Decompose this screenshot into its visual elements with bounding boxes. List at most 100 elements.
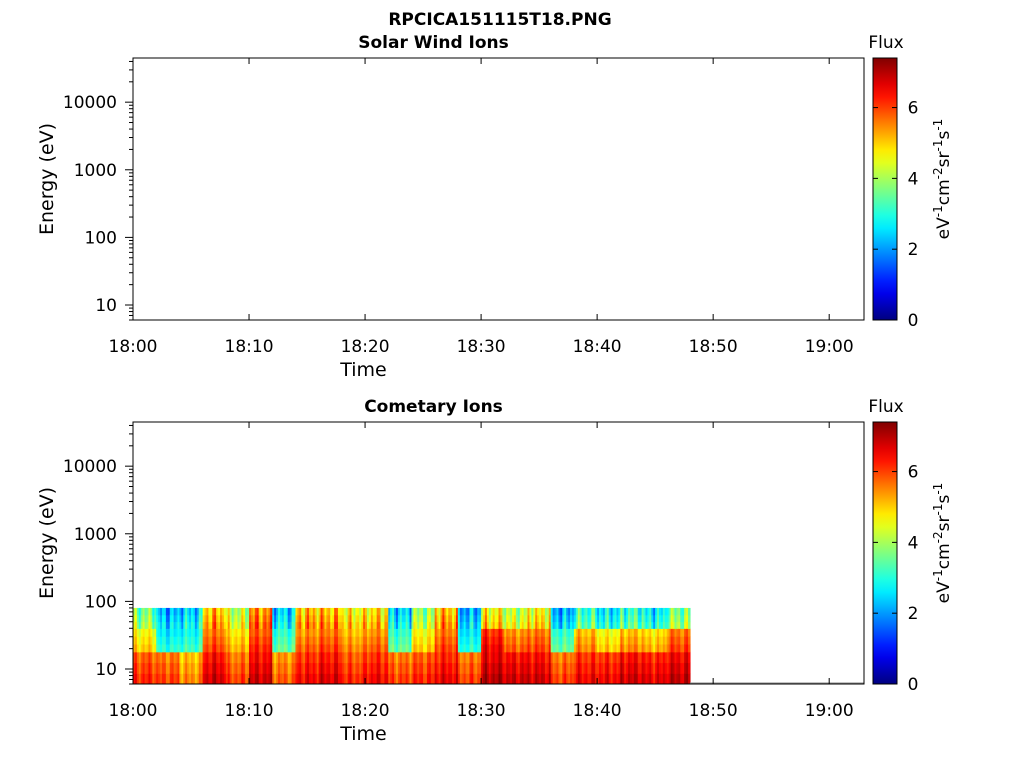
cell-low — [279, 673, 283, 684]
cell-mid — [552, 643, 556, 653]
cell-low — [185, 662, 188, 674]
cell-low — [189, 662, 192, 674]
cell-high — [562, 614, 565, 623]
cell-low — [291, 651, 295, 664]
cell-high — [670, 621, 674, 629]
cell-low — [276, 651, 279, 664]
colorbar-tick-label: 6 — [908, 463, 919, 483]
cell-mid — [169, 643, 173, 653]
cell-mid — [179, 628, 182, 637]
cell-mid — [173, 636, 177, 645]
cell-low — [142, 673, 146, 684]
cell-high — [368, 621, 372, 629]
cell-mid — [589, 628, 592, 637]
cell-mid — [446, 636, 449, 645]
cell-low — [278, 651, 281, 664]
cell-mid — [608, 643, 612, 653]
cell-high — [266, 621, 269, 629]
cell-low — [436, 651, 440, 664]
cell-low — [252, 662, 256, 674]
cell-high — [351, 607, 355, 616]
cell-high — [463, 607, 467, 616]
cell-mid — [394, 636, 397, 645]
cell-high — [659, 614, 662, 623]
cell-high — [322, 614, 326, 623]
cell-mid — [575, 643, 579, 653]
cell-low — [676, 651, 679, 664]
cell-mid — [185, 643, 188, 653]
cell-high — [192, 607, 196, 616]
cell-high — [438, 614, 442, 623]
cell-high — [231, 607, 235, 616]
cell-low — [337, 673, 341, 684]
cell-low — [337, 651, 341, 664]
cell-mid — [378, 636, 382, 645]
cell-low — [500, 651, 503, 664]
cell-mid — [455, 643, 459, 653]
cell-high — [345, 607, 349, 616]
cell-high — [337, 621, 341, 629]
cell-high — [144, 621, 148, 629]
cell-high — [218, 607, 221, 616]
cell-low — [357, 673, 360, 684]
cell-low — [326, 651, 329, 664]
cell-mid — [363, 628, 366, 637]
cell-mid — [249, 628, 252, 637]
cell-mid — [473, 628, 476, 637]
cell-high — [523, 607, 527, 616]
cell-low — [448, 651, 451, 664]
cell-low — [372, 651, 376, 664]
cell-low — [459, 662, 463, 674]
cell-mid — [289, 636, 293, 645]
cell-low — [502, 651, 505, 664]
cell-low — [212, 662, 215, 674]
cell-high — [158, 621, 161, 629]
cell-low — [401, 651, 405, 664]
cell-high — [676, 607, 679, 616]
cell-high — [256, 607, 260, 616]
cell-high — [573, 614, 577, 623]
cell-low — [560, 662, 563, 674]
cell-high — [571, 621, 575, 629]
cell-high — [488, 607, 492, 616]
cell-high — [158, 607, 161, 616]
cell-low — [154, 673, 157, 684]
cell-high — [575, 621, 579, 629]
cell-high — [243, 621, 246, 629]
cell-low — [281, 651, 285, 664]
cell-low — [465, 662, 469, 674]
cell-low — [301, 673, 304, 684]
cell-high — [208, 614, 211, 623]
cell-low — [388, 662, 391, 674]
cell-mid — [649, 643, 652, 653]
cell-mid — [504, 643, 507, 653]
cell-low — [541, 651, 544, 664]
cell-mid — [591, 643, 594, 653]
cell-low — [546, 673, 550, 684]
cell-mid — [612, 628, 616, 637]
cell-mid — [600, 636, 604, 645]
cell-mid — [666, 636, 670, 645]
cell-mid — [266, 636, 269, 645]
cell-high — [664, 621, 668, 629]
cell-high — [544, 614, 548, 623]
y-axis-label: Energy (eV) — [36, 123, 58, 235]
cell-mid — [361, 636, 364, 645]
cell-high — [411, 614, 415, 623]
cell-low — [554, 673, 558, 684]
cell-high — [585, 607, 589, 616]
cell-mid — [163, 643, 167, 653]
cell-mid — [461, 628, 465, 637]
cell-low — [684, 673, 687, 684]
cell-low — [564, 673, 567, 684]
cell-low — [152, 662, 155, 674]
cell-low — [444, 673, 447, 684]
cell-low — [221, 673, 225, 684]
cell-low — [537, 673, 540, 684]
cell-high — [513, 607, 517, 616]
cell-mid — [614, 628, 618, 637]
cell-mid — [602, 636, 606, 645]
cell-high — [454, 607, 457, 616]
cell-high — [525, 621, 529, 629]
cell-mid — [653, 636, 656, 645]
